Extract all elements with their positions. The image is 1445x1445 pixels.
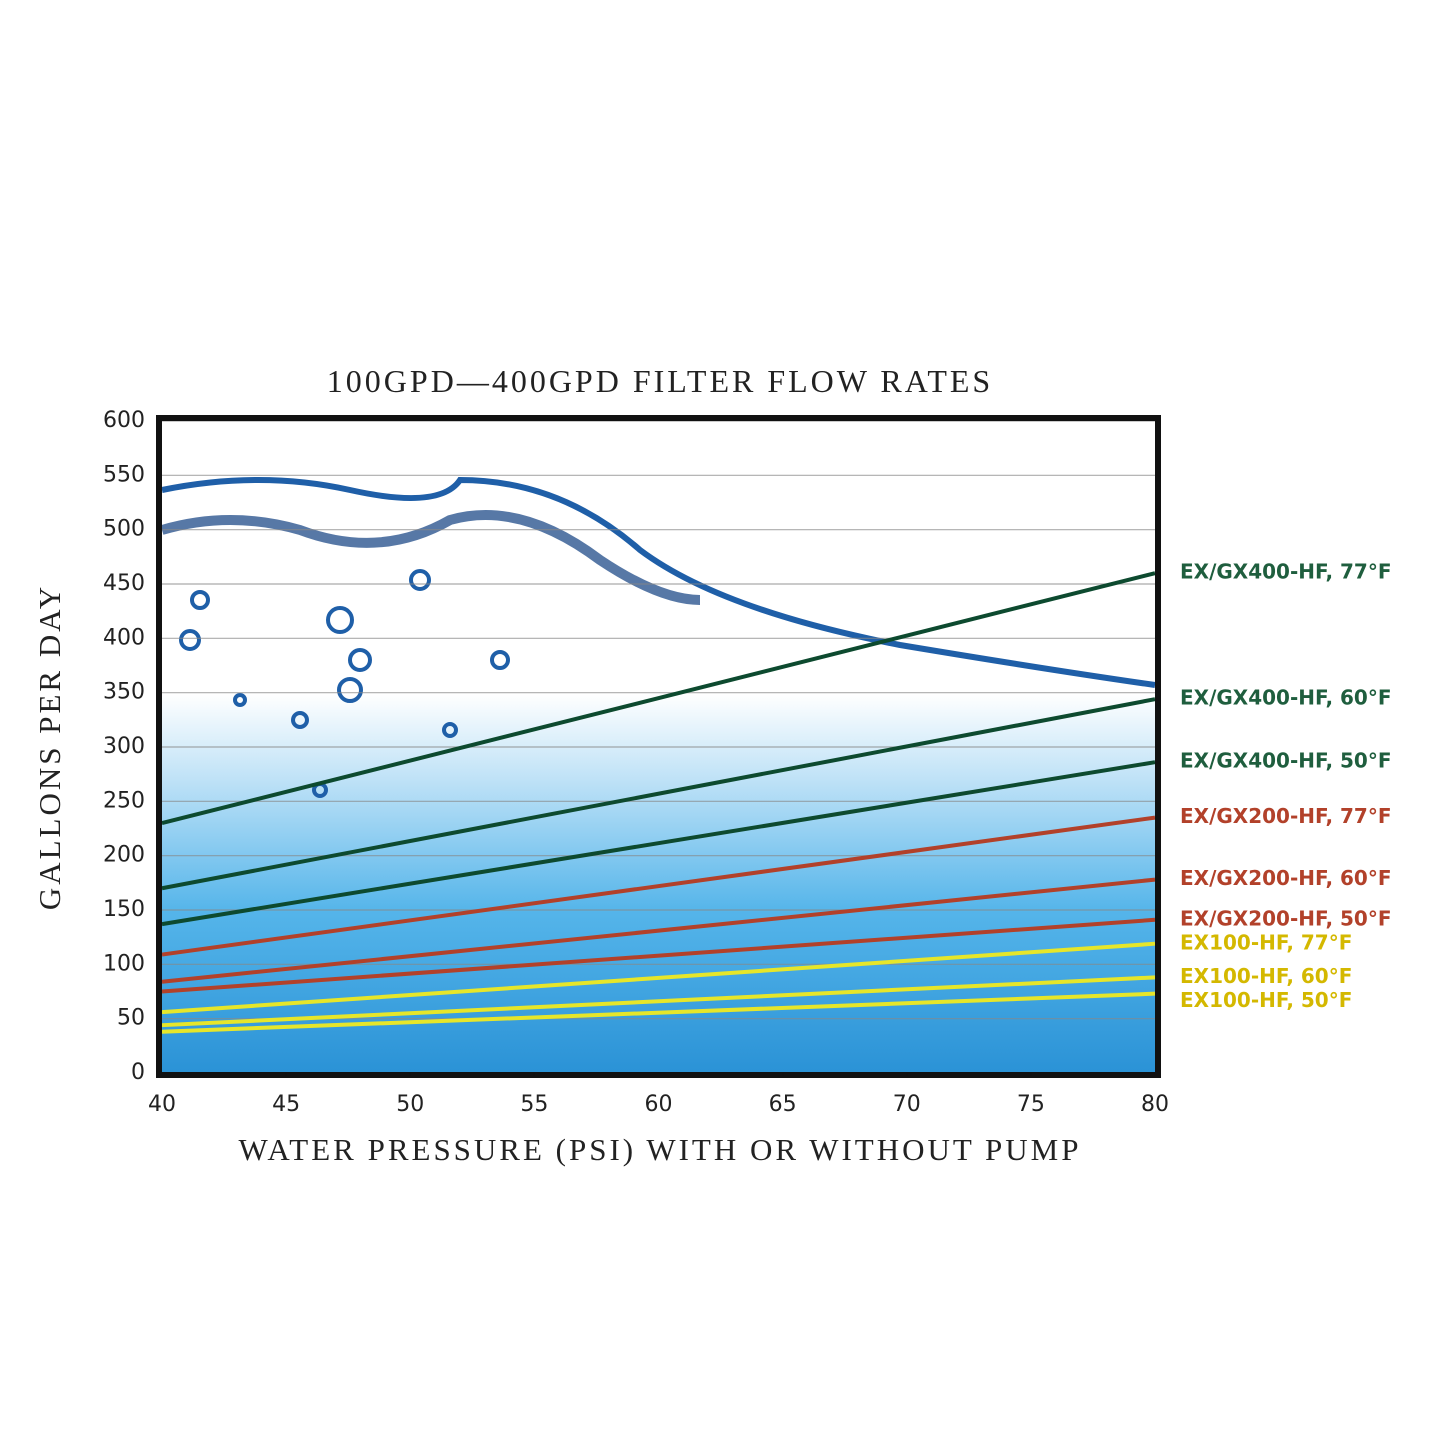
x-tick-label: 75 xyxy=(1017,1092,1045,1117)
series-line xyxy=(161,917,1156,994)
y-tick-label: 400 xyxy=(103,625,145,650)
y-tick-label: 500 xyxy=(103,517,145,542)
legend-label: EX/GX400-HF, 50°F xyxy=(1180,749,1392,773)
y-tick-label: 200 xyxy=(103,843,145,868)
series-line xyxy=(161,941,1156,1015)
splash xyxy=(160,476,1156,798)
legend-label: EX/GX400-HF, 77°F xyxy=(1180,560,1392,584)
series-line xyxy=(161,571,1156,826)
series-line xyxy=(161,975,1156,1028)
legend-label: EX/GX200-HF, 77°F xyxy=(1180,804,1392,828)
y-tick-label: 550 xyxy=(103,462,145,487)
legend-label: EX100-HF, 60°F xyxy=(1180,964,1352,988)
x-tick-label: 45 xyxy=(272,1092,300,1117)
y-tick-label: 250 xyxy=(103,788,145,813)
legend-label: EX100-HF, 50°F xyxy=(1180,988,1352,1012)
x-tick-label: 60 xyxy=(645,1092,673,1117)
y-tick-label: 300 xyxy=(103,734,145,759)
x-tick-label: 80 xyxy=(1141,1092,1169,1117)
y-tick-label: 100 xyxy=(103,951,145,976)
y-tick-label: 50 xyxy=(117,1006,145,1031)
legend-label: EX/GX200-HF, 60°F xyxy=(1180,866,1392,890)
y-tick-label: 450 xyxy=(103,571,145,596)
y-tick-label: 600 xyxy=(103,408,145,433)
chart-title: 100GPD—400GPD FILTER FLOW RATES xyxy=(327,363,993,399)
x-tick-label: 50 xyxy=(396,1092,424,1117)
x-tick-label: 65 xyxy=(769,1092,797,1117)
series-line xyxy=(161,877,1156,984)
series-line xyxy=(161,991,1156,1034)
legend-label: EX100-HF, 77°F xyxy=(1180,930,1352,954)
legend-label: EX/GX400-HF, 60°F xyxy=(1180,686,1392,710)
x-tick-label: 70 xyxy=(893,1092,921,1117)
y-tick-label: 0 xyxy=(131,1060,145,1085)
legend-label: EX/GX200-HF, 50°F xyxy=(1180,906,1392,930)
series-line xyxy=(161,760,1156,927)
series-line xyxy=(161,815,1156,957)
y-tick-label: 150 xyxy=(103,897,145,922)
x-tick-label: 55 xyxy=(520,1092,548,1117)
y-axis-label: GALLONS PER DAY xyxy=(32,584,67,910)
y-tick-label: 350 xyxy=(103,680,145,705)
x-axis-label: WATER PRESSURE (PSI) WITH OR WITHOUT PUM… xyxy=(239,1132,1082,1167)
series-line xyxy=(161,697,1156,891)
x-tick-label: 40 xyxy=(148,1092,176,1117)
